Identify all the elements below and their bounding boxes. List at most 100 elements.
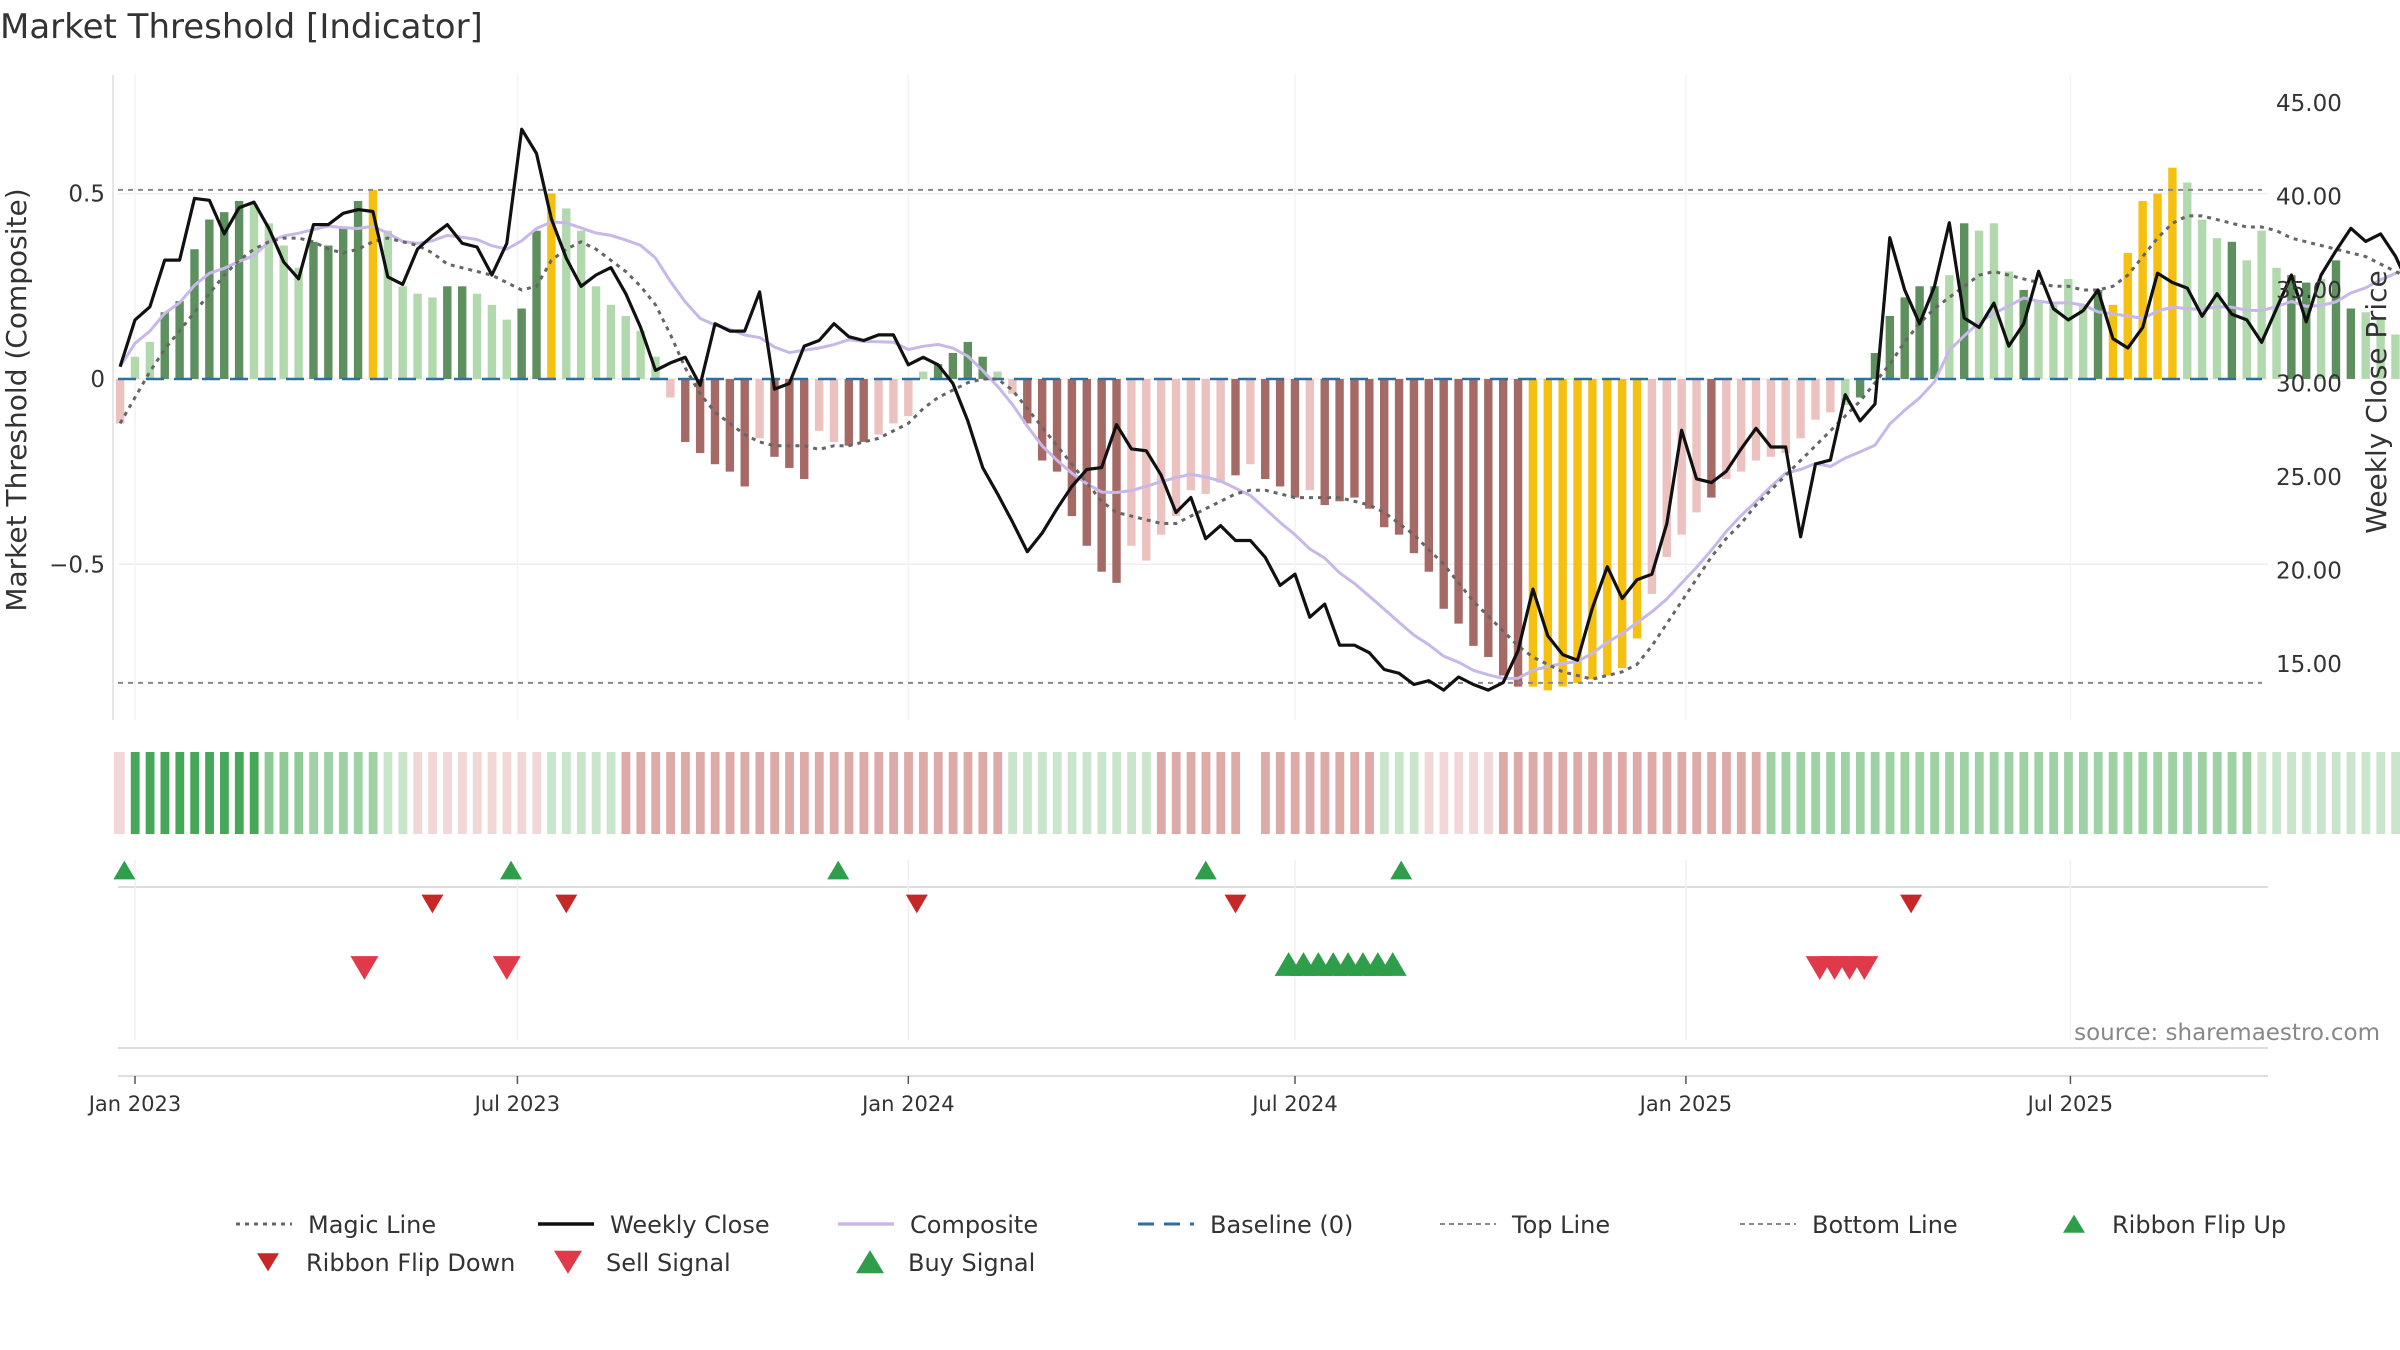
ribbon-cell — [1365, 752, 1374, 834]
composite-bar — [1454, 378, 1463, 624]
composite-bar — [740, 378, 749, 487]
ribbon-cell — [993, 752, 1003, 834]
ribbon-cell — [1781, 752, 1791, 834]
ribbon-cell — [2361, 752, 2371, 834]
weekly-close-line — [118, 127, 2400, 692]
ribbon-cell — [770, 752, 780, 834]
composite-bar — [2049, 304, 2058, 379]
composite-bar — [2361, 312, 2370, 379]
legend-swatch — [856, 1250, 884, 1274]
composite-bar — [175, 301, 184, 379]
ribbon-cell — [1662, 752, 1672, 834]
ribbon-cell — [1275, 752, 1285, 834]
composite-bar — [681, 378, 690, 442]
legend-item: Buy Signal — [856, 1249, 1035, 1277]
ribbon-cell — [1900, 752, 1910, 834]
ribbon-cell — [2376, 752, 2386, 834]
sell-signal-marker — [492, 956, 521, 980]
composite-bar — [695, 378, 705, 454]
legend-item: Magic Line — [236, 1211, 436, 1239]
composite-bar — [1231, 378, 1240, 476]
ribbon-cell — [755, 752, 765, 834]
ribbon-cell — [800, 752, 809, 834]
composite-bar — [948, 353, 958, 379]
ribbon-cell — [621, 752, 631, 834]
composite-bar — [591, 286, 601, 379]
ribbon-cell — [547, 752, 556, 834]
ribbon-cell — [2227, 752, 2237, 834]
composite-bar — [1528, 378, 1538, 687]
composite-bar — [472, 293, 482, 379]
ribbon-cell — [889, 752, 899, 834]
composite-bar — [1082, 378, 1091, 546]
ribbon-flip-down-marker — [421, 894, 444, 914]
composite-bar — [1766, 378, 1776, 457]
ribbon-cell — [1380, 752, 1389, 834]
composite-bar — [1647, 378, 1657, 594]
ribbon-cell — [443, 752, 452, 834]
ribbon-cell — [636, 752, 646, 834]
ribbon-cell — [2242, 752, 2252, 834]
composite-bar — [1186, 378, 1196, 491]
ribbon-cell — [562, 752, 571, 834]
ribbon-cell — [1469, 752, 1479, 834]
composite-bar — [1290, 378, 1300, 498]
ribbon-cell — [1037, 752, 1047, 834]
ribbon-cell — [1722, 752, 1731, 834]
composite-bar — [2227, 241, 2237, 379]
composite-bar — [1707, 378, 1716, 498]
ribbon-cell — [1320, 752, 1330, 834]
composite-bar — [2183, 182, 2192, 379]
composite-bar — [1320, 378, 1329, 505]
composite-bar — [2331, 260, 2341, 379]
composite-bar — [918, 371, 928, 379]
composite-bar — [2064, 278, 2073, 379]
composite-bar — [1573, 378, 1582, 683]
ribbon-cell — [234, 752, 244, 834]
ribbon-cell — [606, 752, 616, 834]
ribbon-cell — [1603, 752, 1612, 834]
ribbon-cell — [249, 752, 259, 834]
composite-bar — [338, 226, 348, 379]
ribbon-cell — [1677, 752, 1687, 834]
legend-item: Sell Signal — [554, 1249, 731, 1277]
legend-item: Top Line — [1440, 1211, 1610, 1239]
ribbon-cell — [502, 752, 512, 834]
composite-bar — [933, 364, 943, 379]
ribbon-cell — [1647, 752, 1657, 834]
ribbon-cell — [145, 752, 155, 834]
ribbon-cell — [2138, 752, 2148, 834]
composite-bar — [2138, 201, 2147, 379]
ribbon-cell — [279, 752, 289, 834]
ribbon-cell — [2019, 752, 2029, 834]
composite-bar — [710, 378, 720, 465]
ribbon-cell — [1930, 752, 1940, 834]
ribbon-cell — [1513, 752, 1523, 834]
composite-bar — [1380, 378, 1389, 528]
composite-bar — [517, 308, 526, 379]
composite-bar — [1409, 378, 1419, 554]
composite-bar — [1632, 378, 1642, 639]
composite-bar — [2272, 267, 2281, 379]
composite-bar — [1915, 286, 1924, 379]
sell-signal-marker — [350, 956, 379, 980]
ribbon-flip-up-marker — [500, 860, 523, 880]
composite-bar — [2153, 193, 2162, 379]
ribbon-cell — [1186, 752, 1196, 834]
legend-label: Buy Signal — [908, 1249, 1035, 1277]
ribbon-cell — [1052, 752, 1062, 834]
ribbon-cell — [1707, 752, 1716, 834]
ribbon-cell — [190, 752, 200, 834]
composite-bar — [398, 286, 407, 379]
ribbon-cell — [1796, 752, 1806, 834]
ribbon-cell — [487, 752, 497, 834]
ribbon-cell — [829, 752, 839, 834]
composite-bar — [1052, 378, 1062, 472]
composite-bar — [725, 378, 735, 472]
ribbon-cell — [1350, 752, 1360, 834]
composite-bar — [130, 356, 140, 379]
composite-bar — [562, 208, 571, 379]
composite-bar — [1008, 378, 1017, 394]
composite-bar — [770, 378, 779, 457]
